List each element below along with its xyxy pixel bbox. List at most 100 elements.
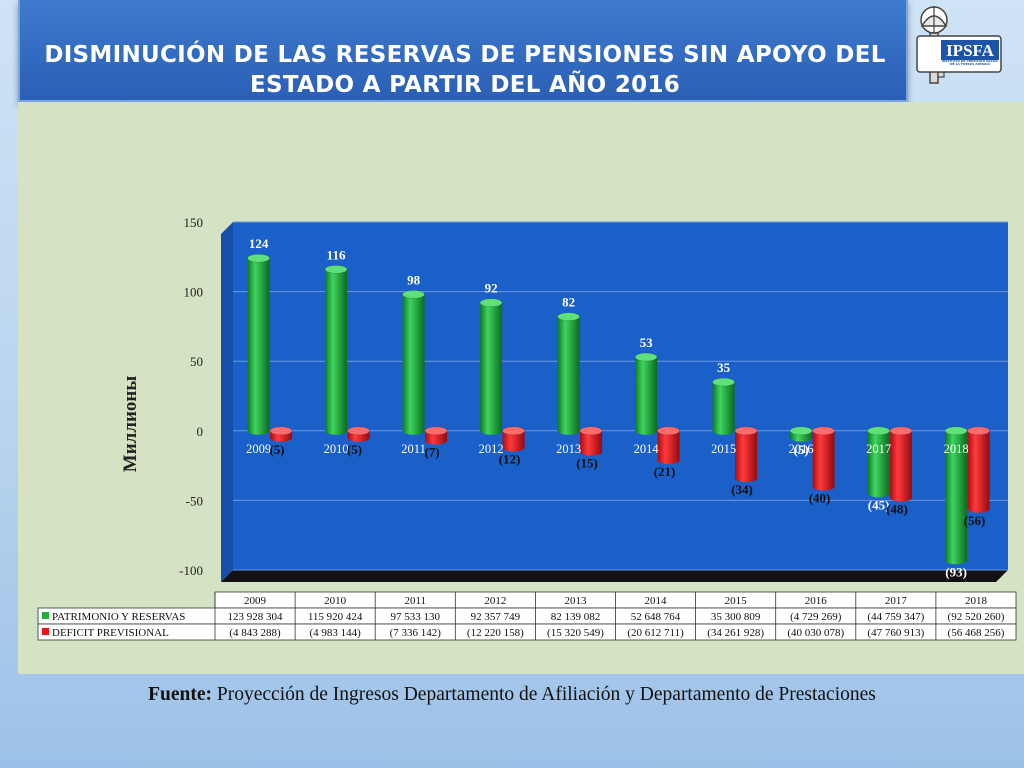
plot-background xyxy=(233,222,1008,570)
source-text: Proyección de Ingresos Departamento de A… xyxy=(212,684,876,705)
title-line-1: DISMINUCIÓN DE LAS RESERVAS DE PENSIONES… xyxy=(44,42,886,68)
table-header-cell: 2009 xyxy=(244,595,267,607)
data-label-patrimonio: (45) xyxy=(868,497,890,512)
data-label-deficit: (5) xyxy=(269,442,284,457)
legend-label: DEFICIT PREVISIONAL xyxy=(52,627,169,639)
table-cell: (56 468 256) xyxy=(948,627,1005,639)
logo-text: IPSFA xyxy=(946,41,995,60)
data-label-deficit: (12) xyxy=(499,452,521,467)
source-note: Fuente: Proyección de Ingresos Departame… xyxy=(0,674,1024,724)
legend-swatch xyxy=(42,628,49,635)
bar-deficit xyxy=(812,426,835,491)
bar-deficit xyxy=(347,426,370,442)
x-tick-label: 2018 xyxy=(944,442,969,456)
table-cell: (34 261 928) xyxy=(707,627,764,639)
bar-deficit xyxy=(657,426,680,465)
plot-side-wall xyxy=(221,222,233,582)
bar-patrimonio xyxy=(479,298,503,435)
bar-patrimonio xyxy=(324,265,348,435)
y-tick-label: 150 xyxy=(184,215,204,230)
chart-panel: 150 100 50 0 -50 -100 2009 124 (5) 2010 116 (5) 201… xyxy=(18,102,1024,674)
data-label-deficit: (21) xyxy=(654,464,676,479)
x-tick-label: 2016 xyxy=(789,442,814,456)
table-cell: (20 612 711) xyxy=(627,627,684,639)
table-header-cell: 2013 xyxy=(564,595,587,607)
table-cell: (92 520 260) xyxy=(948,611,1005,623)
bar-patrimonio xyxy=(634,352,658,435)
table-header-cell: 2016 xyxy=(805,595,828,607)
table-cell: 115 920 424 xyxy=(308,611,363,623)
table-cell: 52 648 764 xyxy=(631,611,681,623)
x-tick-label: 2017 xyxy=(866,442,891,456)
data-label-patrimonio: 116 xyxy=(327,247,346,262)
title-line-2: ESTADO A PARTIR DEL AÑO 2016 xyxy=(249,72,681,98)
legend-label: PATRIMONIO Y RESERVAS xyxy=(52,611,185,623)
table-cell: 82 139 082 xyxy=(551,611,601,623)
logo-subtext: INSTITUTO DE PREVISIÓN SOCIAL DE LA FUER… xyxy=(941,60,999,67)
table-header-cell: 2017 xyxy=(885,595,908,607)
data-label-patrimonio: 35 xyxy=(717,360,731,375)
table-cell: (15 320 549) xyxy=(547,627,604,639)
bar-deficit xyxy=(967,426,990,513)
bar-patrimonio xyxy=(944,426,968,565)
table-header-cell: 2018 xyxy=(965,595,988,607)
bar-patrimonio xyxy=(247,253,270,435)
table-header-cell: 2012 xyxy=(484,595,506,607)
data-label-deficit: (34) xyxy=(731,482,753,497)
bar-deficit xyxy=(269,426,293,442)
bar-deficit xyxy=(889,426,913,502)
table-row xyxy=(37,623,1017,641)
data-label-patrimonio: 98 xyxy=(407,272,421,287)
data-label-patrimonio: 82 xyxy=(562,295,575,310)
data-label-deficit: (56) xyxy=(964,513,986,528)
data-label-patrimonio: (5) xyxy=(793,442,808,457)
table-header-cell: 2014 xyxy=(645,595,668,607)
y-tick-label: -100 xyxy=(179,563,203,578)
bar-patrimonio xyxy=(867,426,890,498)
x-tick-label: 2011 xyxy=(401,442,426,456)
x-tick-label: 2009 xyxy=(246,442,271,456)
x-tick-label: 2014 xyxy=(634,442,660,456)
y-tick-label: -50 xyxy=(186,493,203,508)
bar-deficit xyxy=(579,426,603,456)
table-header-cell: 2010 xyxy=(324,595,347,607)
data-label-patrimonio: 124 xyxy=(249,236,269,251)
page-title: DISMINUCIÓN DE LAS RESERVAS DE PENSIONES… xyxy=(20,40,910,100)
data-label-deficit: (48) xyxy=(886,502,908,517)
table-header-cell: 2011 xyxy=(404,595,426,607)
bar-patrimonio xyxy=(557,312,580,435)
data-label-patrimonio: 92 xyxy=(485,281,498,296)
bar-patrimonio xyxy=(789,426,813,442)
table-cell: (40 030 078) xyxy=(787,627,844,639)
title-bar: DISMINUCIÓN DE LAS RESERVAS DE PENSIONES… xyxy=(18,0,908,102)
y-axis-label: Миллионы xyxy=(120,376,141,473)
data-label-deficit: (5) xyxy=(347,442,362,457)
table-cell: 35 300 809 xyxy=(711,611,761,623)
y-tick-label: 0 xyxy=(197,424,204,439)
bar-deficit xyxy=(734,426,758,483)
data-label-deficit: (40) xyxy=(809,490,831,505)
table-cell: 123 928 304 xyxy=(228,611,284,623)
table-header-cell: 2015 xyxy=(725,595,748,607)
y-tick-label: 100 xyxy=(184,285,204,300)
data-label-patrimonio: (93) xyxy=(945,564,967,579)
data-label-deficit: (7) xyxy=(424,445,439,460)
x-tick-label: 2015 xyxy=(711,442,736,456)
source-label: Fuente: xyxy=(148,684,213,705)
plot-floor xyxy=(221,570,1008,582)
bar-patrimonio xyxy=(402,290,425,435)
table-cell: (4 843 288) xyxy=(229,627,281,639)
legend-swatch xyxy=(42,612,49,619)
x-tick-label: 2012 xyxy=(479,442,504,456)
table-cell: (4 983 144) xyxy=(309,627,361,639)
table-cell: (12 220 158) xyxy=(467,627,524,639)
bar-deficit xyxy=(502,426,525,452)
data-label-patrimonio: 53 xyxy=(640,335,654,350)
y-tick-label: 50 xyxy=(190,354,203,369)
data-label-deficit: (15) xyxy=(576,456,598,471)
table-cell: (4 729 269) xyxy=(790,611,842,623)
bar-patrimonio xyxy=(712,377,735,435)
ipsfa-logo: IPSFA INSTITUTO DE PREVISIÓN SOCIAL DE L… xyxy=(914,0,1006,96)
table-cell: 97 533 130 xyxy=(391,611,441,623)
